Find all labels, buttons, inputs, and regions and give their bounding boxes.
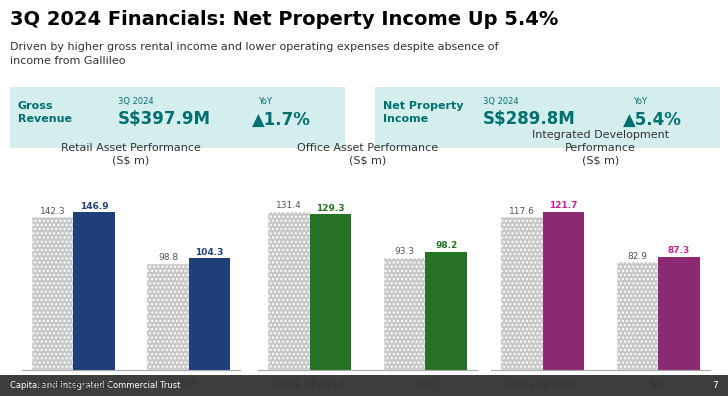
Bar (658, 257, 700, 370)
FancyBboxPatch shape (0, 375, 728, 396)
Title: Retail Asset Performance
(S$ m): Retail Asset Performance (S$ m) (61, 143, 201, 166)
Text: 146.9: 146.9 (80, 202, 108, 211)
Text: 3Q 2024: 3Q 2024 (483, 97, 518, 106)
Title: Office Asset Performance
(S$ m): Office Asset Performance (S$ m) (297, 143, 438, 166)
Bar (269, 212, 310, 370)
Text: S$397.9M: S$397.9M (118, 110, 211, 128)
Text: YoY: YoY (258, 97, 272, 106)
Bar (32, 217, 74, 370)
Text: 104.3: 104.3 (195, 248, 223, 257)
Text: 142.3: 142.3 (40, 207, 66, 215)
Text: Net Property
Income: Net Property Income (383, 101, 464, 124)
Bar (147, 264, 189, 370)
Text: 121.7: 121.7 (550, 201, 578, 210)
Text: S$289.8M: S$289.8M (483, 110, 576, 128)
Bar (502, 217, 543, 370)
Bar (617, 263, 658, 370)
Text: 3Q 2024 Financials: Net Property Income Up 5.4%: 3Q 2024 Financials: Net Property Income … (10, 10, 558, 29)
Text: CapitaLand Integrated Commercial Trust: CapitaLand Integrated Commercial Trust (10, 381, 181, 390)
Bar (310, 214, 352, 370)
Text: 129.3: 129.3 (317, 204, 345, 213)
Bar (425, 252, 467, 370)
Text: 93.3: 93.3 (395, 248, 415, 256)
Text: 82.9: 82.9 (628, 252, 647, 261)
Text: 87.3: 87.3 (668, 246, 690, 255)
Text: ▲1.7%: ▲1.7% (252, 110, 311, 128)
Text: 98.8: 98.8 (158, 253, 178, 263)
Title: Integrated Development
Performance
(S$ m): Integrated Development Performance (S$ m… (532, 129, 669, 166)
Bar (189, 258, 230, 370)
Text: Driven by higher gross rental income and lower operating expenses despite absenc: Driven by higher gross rental income and… (10, 42, 499, 66)
Bar (384, 258, 425, 370)
Bar (543, 212, 585, 370)
Text: 7: 7 (712, 381, 718, 390)
Text: Gross
Revenue: Gross Revenue (18, 101, 72, 124)
Text: ▲5.4%: ▲5.4% (623, 110, 682, 128)
Text: YoY: YoY (633, 97, 647, 106)
FancyBboxPatch shape (375, 87, 720, 148)
Text: 3Q 2024: 3Q 2024 (118, 97, 154, 106)
Text: 131.4: 131.4 (276, 202, 302, 210)
Bar (74, 212, 115, 370)
FancyBboxPatch shape (10, 87, 345, 148)
Text: 117.6: 117.6 (509, 207, 535, 216)
Text: 98.2: 98.2 (435, 242, 457, 250)
